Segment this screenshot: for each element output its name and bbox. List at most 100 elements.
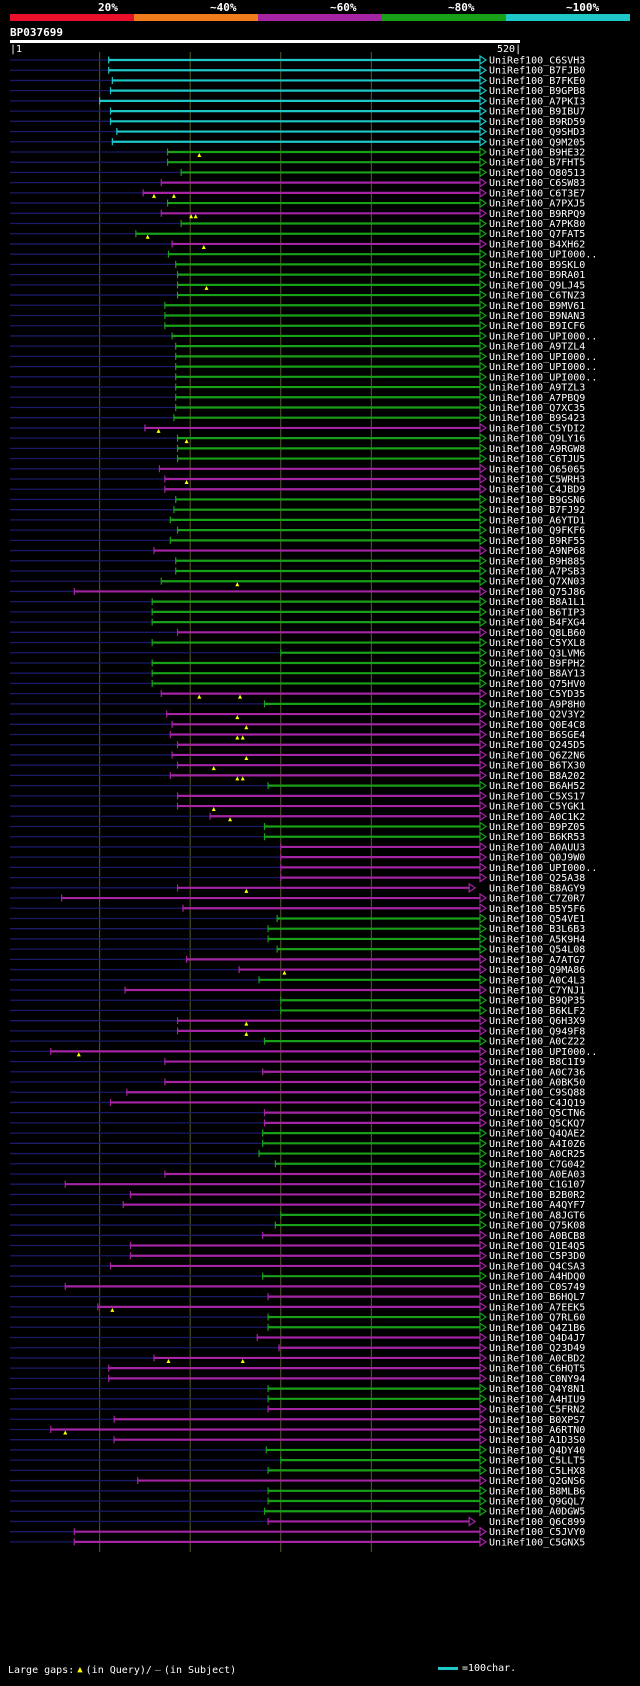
query-end-value: 520 bbox=[497, 44, 516, 55]
hit-label: UniRef100_Q7FAT5 bbox=[489, 229, 585, 240]
hit-arrow-icon bbox=[479, 1465, 488, 1476]
hit-label: UniRef100_Q6C899 bbox=[489, 1517, 585, 1528]
hit-label: UniRef100_Q2V3Y2 bbox=[489, 710, 585, 721]
hit-label: UniRef100_A0CBD2 bbox=[489, 1353, 585, 1364]
hit-label: UniRef100_Q0J9W0 bbox=[489, 853, 585, 864]
query-gap-marker-icon bbox=[211, 766, 216, 771]
hit-label: UniRef100_B7FJB0 bbox=[489, 66, 585, 77]
hit-label: UniRef100_C5P3D0 bbox=[489, 1251, 585, 1262]
hit-label: UniRef100_A7PK80 bbox=[489, 219, 585, 230]
hit-label: UniRef100_Q4DY40 bbox=[489, 1445, 585, 1456]
query-end-label: 520| bbox=[497, 44, 522, 55]
hit-arrow-icon bbox=[479, 872, 488, 883]
hit-label: UniRef100_Q9LJ45 bbox=[489, 280, 585, 291]
hit-label: UniRef100_A7PBQ9 bbox=[489, 393, 585, 404]
hit-label: UniRef100_B9RF55 bbox=[489, 536, 585, 547]
hit-arrow-icon bbox=[479, 1363, 488, 1374]
query-gap-marker-icon bbox=[240, 735, 245, 740]
hit-label: UniRef100_Q0E4C8 bbox=[489, 720, 585, 731]
hit-arrow-icon bbox=[479, 167, 488, 178]
hit-label: UniRef100_B8AGY9 bbox=[489, 883, 585, 894]
hit-arrow-icon bbox=[479, 1209, 488, 1220]
hit-arrow-icon bbox=[479, 1352, 488, 1364]
hit-label: UniRef100_C5YDI2 bbox=[489, 423, 585, 434]
hit-label: UniRef100_C6TJU5 bbox=[489, 454, 585, 465]
hit-label: UniRef100_Q9LY16 bbox=[489, 434, 585, 445]
scale-segment-cyan bbox=[506, 14, 630, 21]
identity-scale-bar: 20% ~40% ~60% ~80% ~100% bbox=[10, 0, 630, 22]
hit-label: UniRef100_B7FHT5 bbox=[489, 158, 585, 169]
query-gap-marker-icon bbox=[211, 807, 216, 812]
hit-label: UniRef100_A7PSB3 bbox=[489, 567, 585, 578]
hit-arrow-icon bbox=[479, 1158, 488, 1169]
alignment-plot: UniRef100_C6SVH3UniRef100_B7FJB0UniRef10… bbox=[10, 52, 597, 1553]
hit-arrow-icon bbox=[479, 974, 488, 985]
scale-label-80: ~80% bbox=[448, 1, 475, 14]
hit-arrow-icon bbox=[479, 300, 488, 311]
hit-arrow-icon bbox=[479, 1383, 488, 1394]
hit-arrow-icon bbox=[479, 616, 488, 628]
hit-arrow-icon bbox=[479, 504, 488, 515]
hit-label: UniRef100_B9PZ05 bbox=[489, 822, 585, 833]
hit-label: UniRef100_C4JQ19 bbox=[489, 1098, 585, 1109]
hit-label: UniRef100_B9RA01 bbox=[489, 270, 585, 281]
hit-label: UniRef100_B6AH52 bbox=[489, 781, 585, 792]
hit-label: UniRef100_C5GNX5 bbox=[489, 1537, 585, 1548]
query-gap-marker-icon bbox=[240, 1358, 245, 1363]
query-ruler bbox=[10, 40, 520, 43]
hit-arrow-icon bbox=[479, 586, 488, 597]
query-gap-marker-icon bbox=[228, 817, 233, 822]
hit-arrow-icon bbox=[479, 65, 488, 76]
hit-arrow-icon bbox=[479, 289, 488, 301]
query-gap-marker-icon bbox=[193, 214, 198, 219]
hit-arrow-icon bbox=[479, 535, 488, 546]
query-gap-marker-icon bbox=[235, 735, 240, 740]
hit-arrow-icon bbox=[479, 627, 488, 638]
hit-arrow-icon bbox=[479, 1240, 488, 1251]
hit-label: UniRef100_B9GSN6 bbox=[489, 495, 585, 506]
hit-arrow-icon bbox=[479, 1046, 488, 1057]
hit-arrow-icon bbox=[479, 228, 488, 239]
hit-arrow-icon bbox=[479, 903, 488, 914]
hit-label: UniRef100_B4XH62 bbox=[489, 239, 585, 250]
query-gap-marker-icon bbox=[189, 214, 194, 219]
hit-label: UniRef100_Q54VE1 bbox=[489, 914, 585, 925]
hit-label: UniRef100_Q4Z1B6 bbox=[489, 1323, 585, 1334]
hit-label: UniRef100_Q949F8 bbox=[489, 1026, 585, 1037]
hit-label: UniRef100_A9TZL3 bbox=[489, 383, 585, 394]
hit-label: UniRef100_C1G107 bbox=[489, 1180, 585, 1191]
hit-label: UniRef100_A6RTN0 bbox=[489, 1425, 585, 1436]
hit-label: UniRef100_Q6Z2N6 bbox=[489, 750, 585, 761]
hit-arrow-icon bbox=[479, 514, 488, 526]
hit-arrow-icon bbox=[479, 1107, 488, 1118]
hit-label: UniRef100_B9H885 bbox=[489, 556, 585, 567]
hit-arrow-icon bbox=[479, 1168, 488, 1180]
hit-label: UniRef100_Q9FKF6 bbox=[489, 526, 585, 537]
hit-label: UniRef100_Q9M205 bbox=[489, 137, 585, 148]
hit-label: UniRef100_C0NY94 bbox=[489, 1374, 585, 1385]
hit-arrow-icon bbox=[479, 688, 488, 699]
query-gap-marker-icon bbox=[240, 776, 245, 781]
hit-label: UniRef100_UPI000.. bbox=[489, 372, 597, 383]
hit-label: UniRef100_C5FRN2 bbox=[489, 1405, 585, 1416]
hit-label: UniRef100_O80513 bbox=[489, 168, 585, 179]
hit-label: UniRef100_Q3LVM6 bbox=[489, 648, 585, 659]
hit-label: UniRef100_C7G042 bbox=[489, 1159, 585, 1170]
legend-line-icon bbox=[438, 1667, 458, 1670]
scale-segment-magenta bbox=[258, 14, 382, 21]
hit-arrow-icon bbox=[479, 964, 488, 975]
query-gap-marker-icon bbox=[244, 1021, 249, 1026]
hit-arrow-icon bbox=[479, 269, 488, 280]
hit-arrow-icon bbox=[479, 187, 488, 198]
hit-arrow-icon bbox=[479, 75, 488, 86]
hit-label: UniRef100_B9ICF6 bbox=[489, 321, 585, 332]
query-start-label: |1 bbox=[10, 44, 23, 55]
hit-label: UniRef100_C5LHX8 bbox=[489, 1466, 585, 1477]
hit-label: UniRef100_Q75K08 bbox=[489, 1221, 585, 1232]
hit-label: UniRef100_C6HQT5 bbox=[489, 1364, 585, 1375]
hit-arrow-icon bbox=[479, 208, 488, 219]
hit-arrow-icon bbox=[479, 749, 488, 761]
hit-arrow-icon bbox=[468, 882, 477, 893]
hit-label: UniRef100_Q4CSA3 bbox=[489, 1261, 585, 1272]
hit-arrow-icon bbox=[479, 218, 488, 229]
